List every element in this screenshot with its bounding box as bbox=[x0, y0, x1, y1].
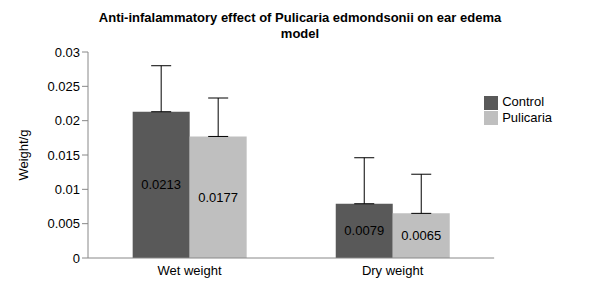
svg-text:0.015: 0.015 bbox=[47, 148, 80, 163]
svg-text:0.0213: 0.0213 bbox=[141, 177, 181, 192]
svg-text:0.03: 0.03 bbox=[55, 45, 80, 60]
html-text:Pulicaria: Pulicaria bbox=[502, 109, 552, 125]
svg-text:0: 0 bbox=[73, 251, 80, 266]
svg-text:0.01: 0.01 bbox=[55, 182, 80, 197]
svg-text:0.005: 0.005 bbox=[47, 216, 80, 231]
svg-text:0.0177: 0.0177 bbox=[198, 190, 238, 205]
svg-text:0.0065: 0.0065 bbox=[401, 228, 441, 243]
svg-text:0.02: 0.02 bbox=[55, 113, 80, 128]
html-text:Anti-infalammatory effect of P: Anti-infalammatory effect of Pulicaria e… bbox=[98, 10, 502, 41]
svg-text:0.0079: 0.0079 bbox=[344, 223, 384, 238]
svg-text:Weight/g: Weight/g bbox=[16, 129, 31, 180]
svg-text:Dry weight: Dry weight bbox=[362, 263, 424, 278]
svg-text:0.025: 0.025 bbox=[47, 79, 80, 94]
svg-text:Wet weight: Wet weight bbox=[157, 263, 221, 278]
html-text:Control: Control bbox=[502, 94, 545, 109]
